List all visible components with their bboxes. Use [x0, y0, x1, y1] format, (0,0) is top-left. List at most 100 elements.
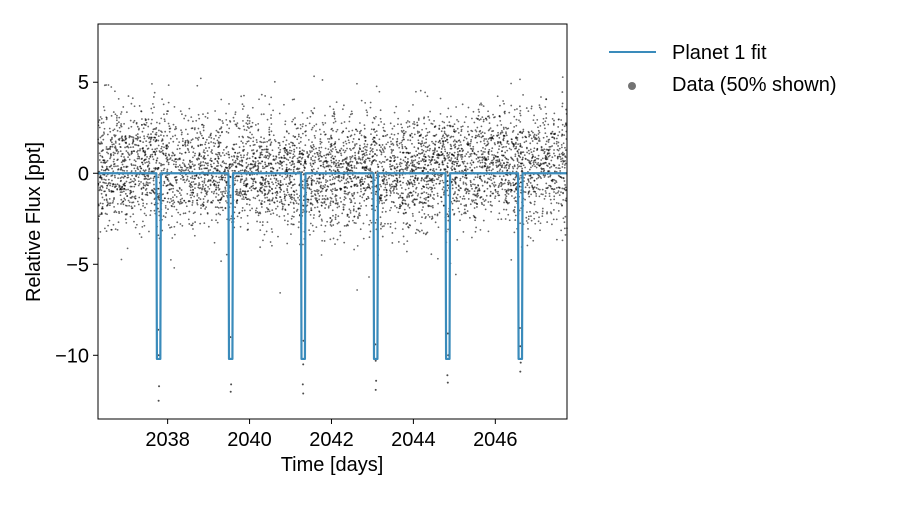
- data-point: [198, 182, 201, 184]
- data-point: [533, 136, 535, 139]
- data-point: [314, 156, 317, 159]
- data-point: [489, 204, 492, 206]
- data-point: [264, 165, 267, 168]
- data-point: [346, 193, 349, 196]
- data-point: [116, 203, 119, 205]
- data-point: [180, 152, 183, 155]
- data-point: [438, 139, 441, 142]
- data-point: [284, 120, 287, 123]
- data-point: [549, 145, 552, 148]
- data-point: [330, 128, 333, 131]
- data-point: [513, 108, 516, 111]
- data-point: [474, 176, 477, 179]
- data-point: [461, 160, 464, 163]
- data-point: [425, 138, 428, 141]
- data-point: [105, 187, 108, 190]
- data-point: [393, 167, 396, 170]
- data-point: [407, 166, 409, 169]
- data-point: [564, 149, 567, 152]
- data-point: [285, 166, 288, 169]
- data-point: [549, 211, 552, 214]
- data-point: [115, 124, 118, 127]
- data-point: [260, 136, 262, 139]
- data-point: [283, 150, 286, 152]
- data-point: [402, 151, 405, 154]
- data-point: [252, 180, 255, 183]
- data-point: [477, 184, 479, 186]
- data-point: [296, 138, 299, 141]
- data-point: [234, 190, 237, 193]
- data-point: [528, 168, 531, 171]
- data-point: [492, 184, 495, 186]
- data-point: [391, 242, 394, 244]
- data-point: [156, 121, 158, 124]
- data-point: [197, 139, 200, 141]
- data-point: [133, 167, 136, 170]
- data-point: [206, 150, 209, 152]
- data-point: [536, 142, 539, 145]
- data-point: [484, 163, 487, 165]
- data-point: [321, 239, 324, 242]
- data-point: [210, 219, 213, 222]
- data-point: [519, 152, 522, 155]
- data-point: [553, 142, 556, 145]
- data-point: [486, 187, 489, 190]
- data-point: [192, 120, 194, 123]
- data-point: [557, 145, 559, 147]
- data-point: [532, 212, 535, 215]
- data-point: [119, 177, 122, 179]
- data-point: [184, 143, 186, 146]
- data-point: [356, 191, 359, 194]
- data-point: [437, 141, 440, 144]
- data-point: [378, 144, 381, 146]
- data-point: [375, 190, 377, 193]
- data-point: [510, 190, 512, 193]
- data-point: [105, 118, 108, 121]
- data-point: [265, 185, 268, 188]
- data-point: [293, 194, 296, 196]
- data-point: [463, 169, 466, 171]
- data-point: [287, 182, 290, 185]
- data-point: [382, 169, 385, 172]
- data-point: [525, 140, 528, 143]
- data-point: [484, 148, 487, 150]
- data-point: [189, 189, 192, 192]
- data-point: [354, 154, 357, 157]
- data-point: [283, 215, 286, 217]
- data-point: [353, 191, 356, 194]
- data-point: [341, 159, 344, 161]
- data-point: [214, 167, 217, 170]
- data-point: [441, 179, 444, 182]
- data-point: [481, 156, 484, 159]
- data-point: [512, 145, 515, 148]
- data-point: [141, 226, 144, 228]
- data-point: [454, 146, 456, 149]
- data-point: [515, 170, 518, 173]
- data-point: [288, 149, 291, 152]
- data-point: [126, 170, 128, 172]
- data-point: [476, 192, 479, 195]
- data-point: [255, 207, 258, 210]
- data-point: [455, 196, 458, 199]
- data-point: [510, 157, 513, 160]
- data-point: [329, 153, 332, 156]
- data-point: [166, 192, 169, 195]
- data-point: [450, 135, 453, 138]
- data-point: [439, 142, 442, 145]
- data-point: [147, 133, 150, 136]
- data-point: [361, 157, 364, 159]
- data-point: [217, 157, 220, 160]
- data-point: [161, 98, 163, 101]
- data-point: [293, 166, 295, 169]
- data-point: [473, 166, 476, 169]
- data-point: [155, 161, 158, 164]
- data-point: [416, 161, 419, 164]
- data-point: [451, 165, 454, 168]
- data-point: [130, 125, 133, 128]
- data-point: [456, 238, 459, 241]
- data-point: [413, 123, 416, 126]
- data-point: [301, 132, 304, 135]
- data-point: [301, 153, 304, 156]
- data-point: [200, 176, 203, 179]
- data-point: [438, 211, 441, 214]
